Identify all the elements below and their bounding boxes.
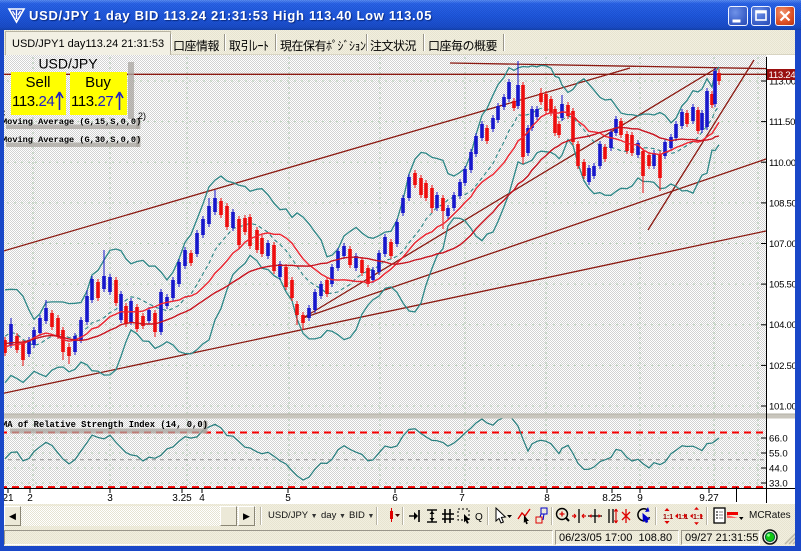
- svg-text:6: 6: [392, 493, 398, 503]
- svg-text:Q: Q: [475, 512, 483, 523]
- svg-text:USD/JPY: USD/JPY: [38, 56, 98, 72]
- svg-text:5: 5: [285, 493, 291, 503]
- svg-text:Moving Average (G,15,S,0,0): Moving Average (G,15,S,0,0): [2, 117, 141, 127]
- svg-text:MA of Relative Strength Index: MA of Relative Strength Index (14, 0,0): [2, 420, 208, 430]
- svg-text:113.24: 113.24: [769, 70, 797, 81]
- svg-text:101.00: 101.00: [769, 402, 797, 413]
- svg-text:111.50: 111.50: [769, 117, 795, 128]
- svg-text:3.25: 3.25: [172, 493, 192, 503]
- svg-text:1:1: 1:1: [663, 514, 673, 521]
- svg-text:107.00: 107.00: [769, 239, 797, 250]
- svg-text:1:1: 1:1: [693, 514, 703, 521]
- svg-text:8.25: 8.25: [602, 493, 622, 503]
- svg-text:102.50: 102.50: [769, 361, 797, 372]
- svg-text:55.0: 55.0: [769, 449, 788, 460]
- svg-text:44.0: 44.0: [769, 464, 788, 475]
- svg-text:9.27: 9.27: [699, 493, 719, 503]
- svg-text:Moving Average (G,30,S,0,0): Moving Average (G,30,S,0,0): [2, 135, 141, 145]
- svg-text:Sell: Sell: [25, 74, 50, 91]
- svg-text:Buy: Buy: [85, 74, 111, 91]
- svg-text:8: 8: [544, 493, 550, 503]
- svg-text:113.24: 113.24: [12, 93, 54, 110]
- svg-text:105.50: 105.50: [769, 280, 797, 291]
- svg-text:113.00: 113.00: [769, 77, 796, 88]
- svg-text:110.00: 110.00: [769, 158, 796, 169]
- svg-text:108.50: 108.50: [769, 198, 797, 209]
- svg-text:2): 2): [138, 111, 146, 121]
- svg-text:33.0: 33.0: [769, 479, 788, 490]
- svg-text:7: 7: [459, 493, 465, 503]
- svg-text:2: 2: [27, 493, 33, 503]
- svg-text:3: 3: [107, 493, 113, 503]
- svg-text:4: 4: [199, 493, 205, 503]
- svg-text:113.27: 113.27: [71, 93, 113, 110]
- svg-text:104.00: 104.00: [769, 320, 797, 331]
- svg-text:9: 9: [637, 493, 643, 503]
- svg-text:1:1: 1:1: [678, 514, 688, 521]
- svg-text:66.0: 66.0: [769, 434, 788, 445]
- svg-text:21: 21: [2, 493, 14, 503]
